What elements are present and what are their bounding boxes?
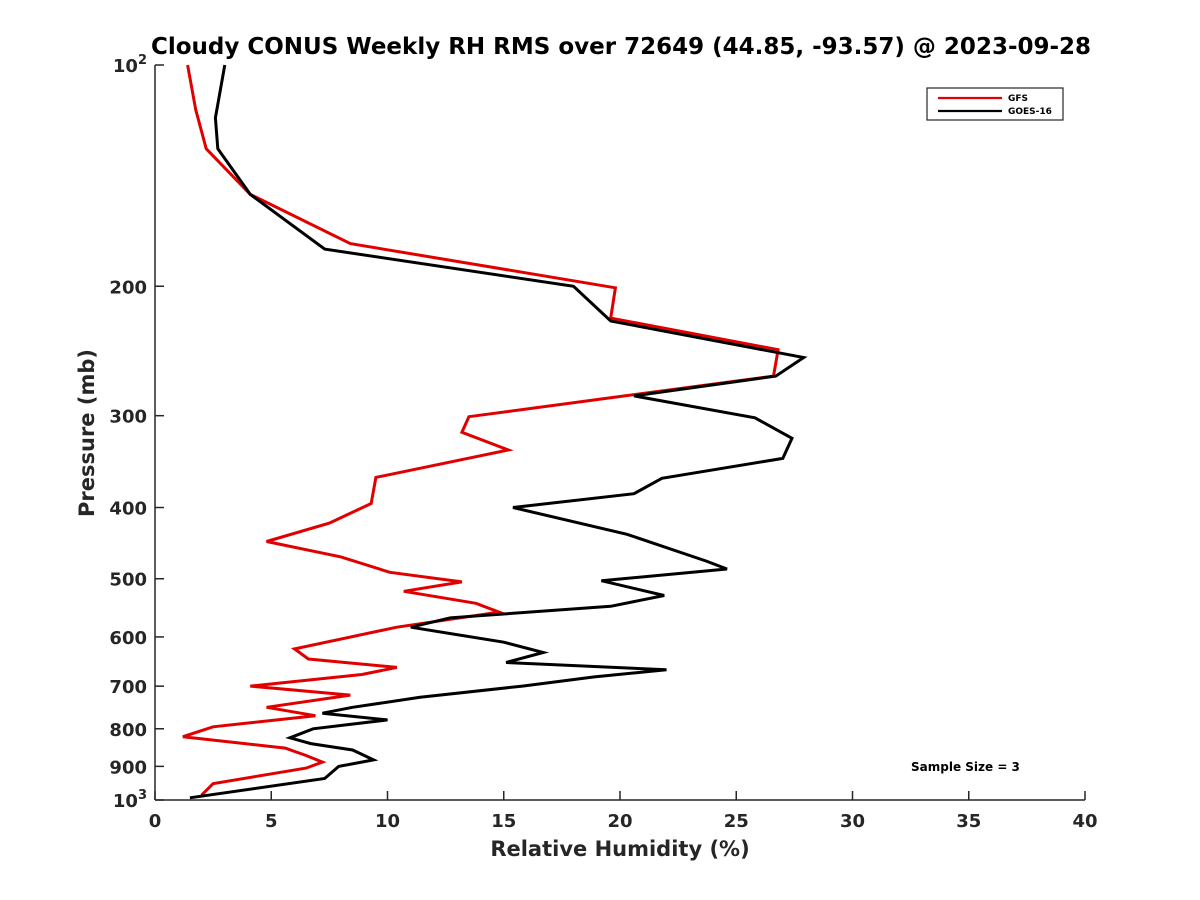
x-tick-label: 0 (149, 811, 162, 832)
legend-box (926, 87, 1064, 121)
x-tick-label: 15 (491, 811, 516, 832)
plot-lines (182, 64, 808, 800)
y-tick-label: 200 (109, 277, 147, 298)
legend-label-gfs: GFS (1008, 94, 1028, 104)
y-tick-label: 700 (109, 677, 147, 698)
series-line-goes-16 (189, 64, 808, 800)
x-tick-label: 10 (375, 811, 400, 832)
sample-size-annotation: Sample Size = 3 (911, 760, 1020, 774)
y-axis-label: Pressure (mb) (75, 349, 99, 517)
y-tick-label: 500 (109, 570, 147, 591)
x-tick-label: 40 (1072, 811, 1097, 832)
x-tick-label: 30 (840, 811, 865, 832)
x-tick-label: 35 (956, 811, 981, 832)
y-tick-label: 900 (109, 757, 147, 778)
y-tick-label: 800 (109, 720, 147, 741)
legend-label-goes-16: GOES-16 (1008, 107, 1052, 117)
y-tick-label: 400 (109, 499, 147, 520)
x-axis-label: Relative Humidity (%) (490, 837, 749, 861)
series-line-gfs (182, 64, 780, 797)
y-tick-label: 600 (109, 628, 147, 649)
y-tick-label: 102 (113, 53, 147, 77)
y-tick-label: 300 (109, 407, 147, 428)
x-ticks: 0 5 10 15 20 25 30 35 40 (149, 791, 1098, 832)
chart-title: Cloudy CONUS Weekly RH RMS over 72649 (4… (151, 34, 1091, 60)
y-tick-label: 103 (113, 788, 147, 812)
y-ticks: 102 200 300 400 500 600 700 800 900 103 (109, 53, 164, 812)
x-tick-label: 25 (724, 811, 749, 832)
x-tick-label: 20 (607, 811, 632, 832)
x-tick-label: 5 (265, 811, 278, 832)
legend: GFS GOES-16 (926, 87, 1064, 121)
